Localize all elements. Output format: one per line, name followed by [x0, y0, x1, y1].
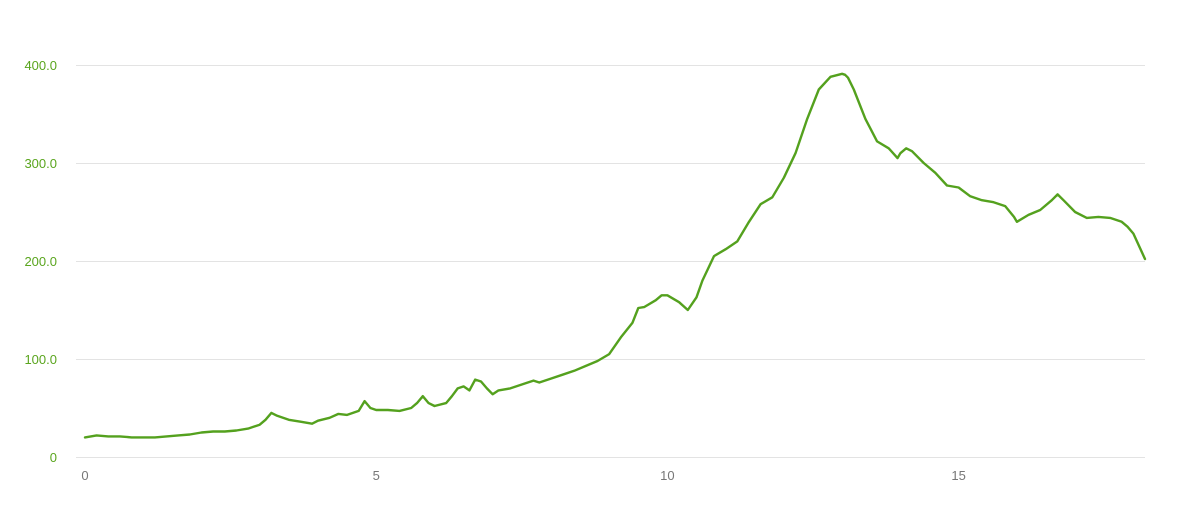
series-layer [83, 72, 1147, 439]
y-axis-ticks: 0 100.0 200.0 300.0 400.0 [24, 58, 57, 465]
y-tick-label: 0 [50, 450, 57, 465]
series-line-0 [83, 72, 1147, 439]
x-tick-label: 15 [951, 468, 965, 483]
y-tick-label: 300.0 [24, 156, 57, 171]
y-tick-label: 400.0 [24, 58, 57, 73]
x-tick-label: 0 [81, 468, 88, 483]
x-axis-ticks: 0 5 10 15 [81, 468, 965, 483]
y-tick-label: 100.0 [24, 352, 57, 367]
gridlines [76, 65, 1145, 458]
y-tick-label: 200.0 [24, 254, 57, 269]
x-tick-label: 10 [660, 468, 674, 483]
x-tick-label: 5 [373, 468, 380, 483]
